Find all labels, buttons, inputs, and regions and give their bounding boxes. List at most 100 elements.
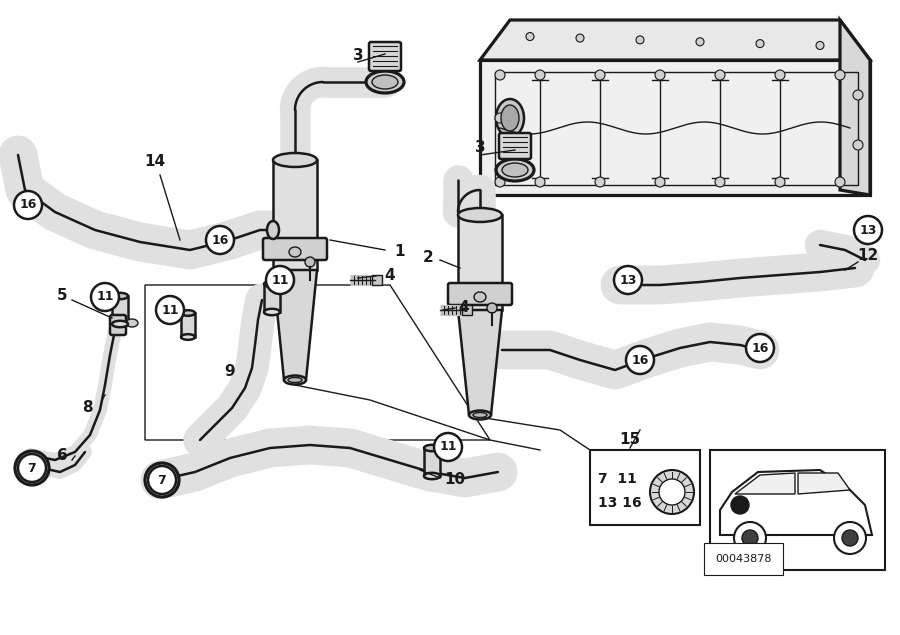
Circle shape: [835, 70, 845, 80]
FancyBboxPatch shape: [181, 313, 195, 337]
Text: 7  11: 7 11: [598, 472, 637, 486]
FancyBboxPatch shape: [458, 215, 502, 310]
Ellipse shape: [112, 293, 128, 299]
FancyBboxPatch shape: [590, 450, 700, 525]
Circle shape: [775, 177, 785, 187]
Text: 7: 7: [28, 462, 36, 474]
Text: 1: 1: [395, 244, 405, 260]
Polygon shape: [720, 470, 872, 535]
Text: 16: 16: [752, 342, 769, 354]
Text: 13: 13: [860, 224, 877, 236]
Circle shape: [816, 41, 824, 50]
Circle shape: [148, 466, 176, 494]
Circle shape: [626, 346, 654, 374]
FancyBboxPatch shape: [369, 42, 401, 71]
Circle shape: [834, 522, 866, 554]
Ellipse shape: [289, 247, 301, 257]
Text: 11: 11: [161, 304, 179, 316]
FancyBboxPatch shape: [710, 450, 885, 570]
Ellipse shape: [264, 309, 280, 315]
Circle shape: [535, 70, 545, 80]
Circle shape: [853, 90, 863, 100]
Ellipse shape: [112, 321, 128, 327]
Text: 16: 16: [19, 199, 37, 211]
Circle shape: [305, 257, 315, 267]
Circle shape: [535, 177, 545, 187]
Circle shape: [842, 530, 858, 546]
Circle shape: [746, 334, 774, 362]
Polygon shape: [480, 20, 870, 60]
Polygon shape: [840, 20, 870, 195]
Text: 11: 11: [271, 274, 289, 286]
Circle shape: [715, 177, 725, 187]
Circle shape: [266, 266, 294, 294]
Text: 11: 11: [439, 441, 456, 453]
Circle shape: [659, 479, 685, 505]
FancyBboxPatch shape: [448, 283, 512, 305]
Polygon shape: [798, 473, 850, 494]
Text: 13 16: 13 16: [598, 496, 642, 510]
Circle shape: [655, 177, 665, 187]
FancyBboxPatch shape: [112, 296, 128, 324]
Circle shape: [153, 471, 171, 489]
FancyBboxPatch shape: [263, 238, 327, 260]
Ellipse shape: [473, 413, 487, 417]
Circle shape: [14, 191, 42, 219]
Circle shape: [614, 266, 642, 294]
Text: 16: 16: [631, 354, 649, 366]
Text: 13: 13: [619, 274, 636, 286]
Ellipse shape: [288, 377, 302, 382]
Circle shape: [756, 39, 764, 48]
Circle shape: [18, 454, 46, 482]
Circle shape: [775, 70, 785, 80]
Circle shape: [495, 70, 505, 80]
Circle shape: [23, 459, 41, 477]
Text: 3: 3: [474, 140, 485, 156]
Text: 2: 2: [423, 250, 434, 265]
FancyBboxPatch shape: [462, 305, 472, 315]
Circle shape: [854, 216, 882, 244]
Circle shape: [526, 32, 534, 41]
Text: 16: 16: [212, 234, 229, 246]
Circle shape: [576, 34, 584, 42]
Circle shape: [731, 496, 749, 514]
Text: 8: 8: [82, 401, 93, 415]
Circle shape: [696, 37, 704, 46]
Ellipse shape: [181, 334, 195, 340]
Ellipse shape: [424, 473, 440, 479]
Text: 6: 6: [57, 448, 68, 462]
Circle shape: [853, 140, 863, 150]
Text: 15: 15: [619, 432, 641, 448]
Circle shape: [734, 522, 766, 554]
Ellipse shape: [181, 311, 195, 316]
Circle shape: [206, 226, 234, 254]
Text: 4: 4: [384, 269, 395, 283]
Ellipse shape: [267, 221, 279, 239]
Polygon shape: [735, 473, 795, 494]
Text: 00043878: 00043878: [715, 554, 771, 564]
Ellipse shape: [458, 208, 502, 222]
Ellipse shape: [264, 281, 280, 287]
Circle shape: [742, 530, 758, 546]
Ellipse shape: [424, 444, 440, 451]
FancyBboxPatch shape: [110, 315, 126, 335]
Ellipse shape: [372, 75, 398, 89]
Ellipse shape: [496, 99, 524, 137]
Text: 12: 12: [858, 248, 878, 262]
Text: 9: 9: [225, 364, 235, 380]
Polygon shape: [273, 270, 317, 380]
Text: 5: 5: [57, 288, 68, 302]
Text: 11: 11: [96, 290, 113, 304]
Circle shape: [655, 70, 665, 80]
Text: 7: 7: [158, 474, 166, 486]
Text: 10: 10: [445, 472, 465, 488]
Polygon shape: [480, 60, 870, 195]
Ellipse shape: [284, 375, 306, 385]
Circle shape: [145, 463, 179, 497]
Circle shape: [434, 433, 462, 461]
FancyBboxPatch shape: [273, 160, 317, 270]
Polygon shape: [458, 310, 502, 415]
Ellipse shape: [502, 163, 528, 177]
FancyBboxPatch shape: [372, 275, 382, 285]
Circle shape: [487, 303, 497, 313]
